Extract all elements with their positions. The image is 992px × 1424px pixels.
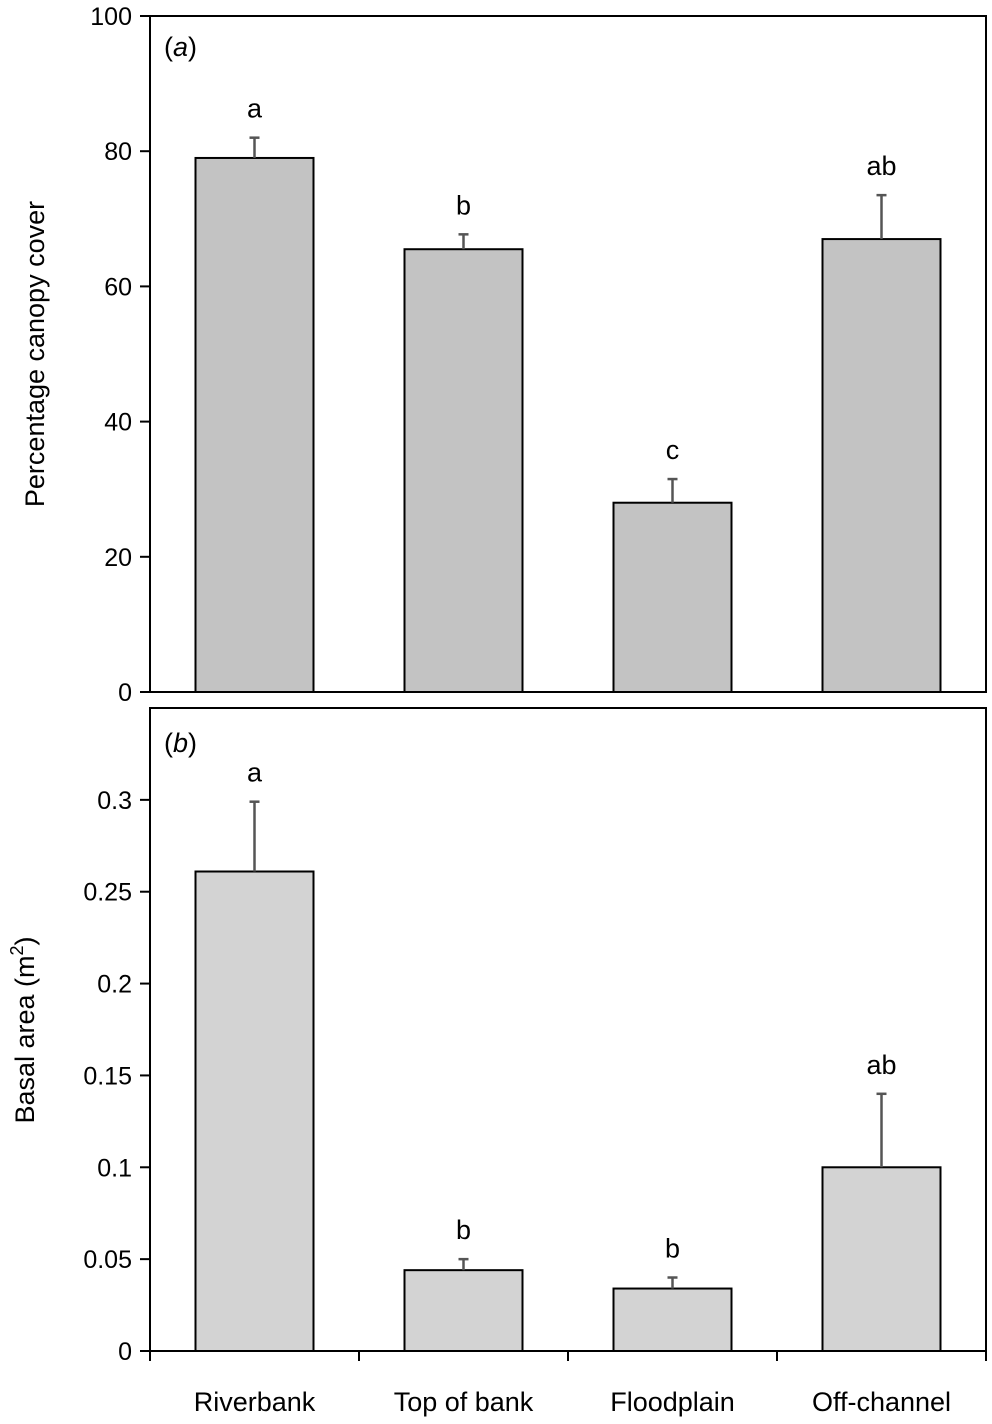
panel-a-significance-label: a xyxy=(247,94,263,124)
panel-a-bar-4 xyxy=(821,238,942,694)
panel-a-y-tick-label: 20 xyxy=(104,544,132,572)
panel-b-y-axis-label-superscript: 2 xyxy=(7,945,27,955)
panel-b-y-tick-label: 0.25 xyxy=(83,879,132,907)
panel-a-y-tick-label: 40 xyxy=(104,409,132,437)
panel-b-y-axis-label-close: ) xyxy=(10,936,40,945)
panel-a-tag-letter: a xyxy=(173,32,188,62)
panel-b-significance-label: b xyxy=(456,1215,471,1245)
panel-a-bar-2 xyxy=(403,248,524,693)
panel-b-bar-1 xyxy=(194,870,315,1353)
panel-b-bar-2 xyxy=(403,1269,524,1353)
panel-b-y-ticks: 0 0.05 0.1 0.15 0.2 0.25 0.3 xyxy=(83,787,150,1366)
panel-b-y-tick-label: 0.15 xyxy=(83,1062,132,1090)
panel-b-y-tick-label: 0 xyxy=(118,1338,132,1366)
panel-b-basal-area: (b) Basal area (m2) 00.050.10.150.20.250… xyxy=(7,707,987,1366)
panel-b-y-axis-label: Basal area (m2) xyxy=(7,936,40,1123)
panel-b-significance-label: ab xyxy=(866,1050,896,1080)
panel-b-bar-3 xyxy=(612,1287,733,1352)
panel-a-y-axis-label: Percentage canopy cover xyxy=(20,201,50,507)
panel-b-y-tick-label: 0.1 xyxy=(97,1154,132,1182)
panel-a-y-tick-label: 60 xyxy=(104,273,132,301)
panel-b-y-axis-label-text: Basal area (m xyxy=(10,955,40,1123)
x-axis-category-label: Top of bank xyxy=(394,1387,534,1417)
panel-a-bar-1 xyxy=(194,156,315,693)
panel-a-y-ticks: 0 20 40 60 80 100 xyxy=(90,3,150,707)
panel-a-y-tick-label: 0 xyxy=(118,679,132,707)
panel-a-y-tick-label: 80 xyxy=(104,138,132,166)
panel-b-tag: (b) xyxy=(164,728,197,758)
x-axis-category-label: Off-channel xyxy=(812,1387,951,1417)
panel-b-y-tick-label: 0.3 xyxy=(97,787,132,815)
panel-a-significance-label: ab xyxy=(866,151,896,181)
x-axis-category-label: Floodplain xyxy=(610,1387,735,1417)
panel-a-significance-label: b xyxy=(456,190,471,220)
panel-a-canopy-cover: (a) Percentage canopy cover 0 20 40 60 80 100… xyxy=(20,3,987,707)
panel-a-tag: (a) xyxy=(164,32,197,62)
panel-b-significance-label: b xyxy=(665,1234,680,1264)
panel-a-bar-3 xyxy=(612,501,733,693)
panel-b-tag-letter: b xyxy=(173,728,188,758)
x-axis: Riverbank Top of bank Floodplain Off-channe… xyxy=(149,1351,987,1417)
panel-b-y-tick-label: 0.2 xyxy=(97,971,132,999)
panel-b-significance-label: a xyxy=(247,758,263,788)
panel-a-y-tick-label: 100 xyxy=(90,3,132,31)
x-axis-category-label: Riverbank xyxy=(194,1387,316,1417)
panel-a-frame xyxy=(149,15,987,693)
panel-b-bar-4 xyxy=(821,1166,942,1353)
panel-a-significance-label: c xyxy=(666,435,680,465)
panel-b-y-tick-label: 0.05 xyxy=(83,1246,132,1274)
